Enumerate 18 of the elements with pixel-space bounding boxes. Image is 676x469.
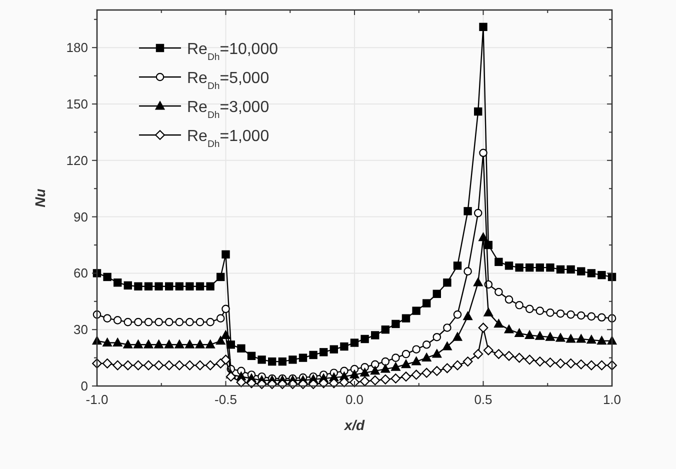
- x-tick-label: -1.0: [86, 392, 108, 407]
- y-tick-label: 30: [74, 322, 88, 338]
- y-tick-label: 90: [74, 209, 88, 224]
- x-axis-title: x/d: [343, 417, 366, 433]
- x-tick-label: 0.5: [474, 392, 492, 407]
- y-axis-title: Nu: [32, 188, 48, 208]
- y-tick-label: 0: [80, 378, 88, 394]
- x-tick-label: -0.5: [214, 392, 237, 407]
- x-tick-label: 1.0: [602, 392, 622, 407]
- legend-label: Re$_{Dh}$=5,000: [187, 70, 270, 92]
- y-tick-label: 60: [74, 266, 88, 281]
- legend-label: Re$_{Dh}$=3,000: [187, 99, 270, 120]
- legend-label: Re$_{Dh}$=1,000: [187, 128, 270, 150]
- y-tick-label: 180: [66, 40, 88, 56]
- y-tick-label: 120: [66, 152, 88, 168]
- y-tick-label: 150: [66, 96, 88, 112]
- legend-label: Re$_{Dh}$=10,000: [187, 41, 278, 62]
- x-tick-label: 0.0: [345, 392, 364, 407]
